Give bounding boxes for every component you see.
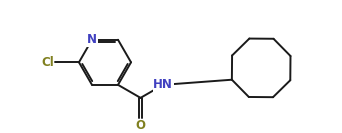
Text: N: N <box>87 33 97 46</box>
Text: Cl: Cl <box>41 56 54 69</box>
Text: O: O <box>135 119 146 132</box>
Text: HN: HN <box>153 78 173 91</box>
